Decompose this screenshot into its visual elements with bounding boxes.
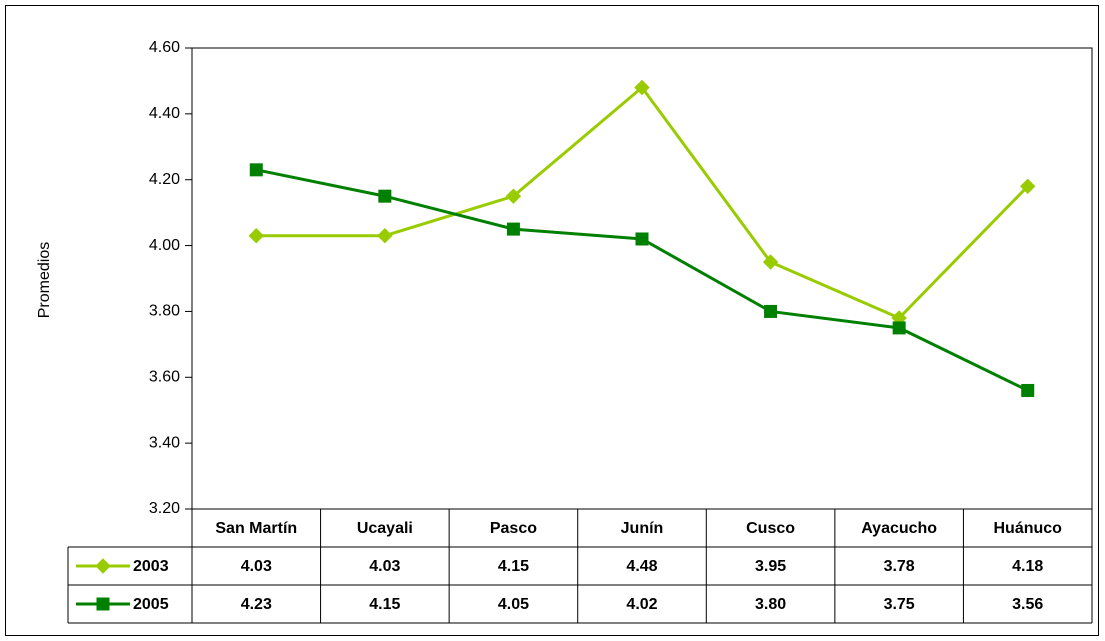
point	[377, 227, 393, 244]
point	[764, 304, 778, 318]
y-tick-label: 3.20	[149, 500, 180, 517]
chart-border	[5, 5, 1099, 636]
y-tick-label: 4.00	[149, 237, 180, 254]
table-value: 4.05	[498, 596, 529, 613]
x-tick-label: Ayacucho	[861, 520, 937, 537]
y-tick-label: 3.40	[149, 434, 180, 451]
point	[1021, 383, 1035, 397]
legend-marker	[95, 558, 111, 574]
point	[248, 227, 264, 244]
y-tick-label: 4.40	[149, 105, 180, 122]
line	[256, 85, 1029, 320]
table-value: 4.02	[626, 596, 657, 613]
table-value: 4.18	[1012, 558, 1043, 575]
table-value: 3.75	[884, 596, 915, 613]
table-value: 4.48	[626, 558, 657, 575]
point	[634, 79, 650, 96]
legend-label: 2003	[133, 558, 169, 575]
x-tick-label: Huánuco	[993, 520, 1062, 537]
point	[505, 188, 522, 204]
y-tick-label: 4.20	[149, 171, 180, 188]
point	[249, 163, 263, 177]
y-tick-label: 4.60	[149, 39, 180, 56]
table-value: 3.78	[884, 558, 915, 575]
table-value: 4.03	[369, 558, 400, 575]
table-value: 4.23	[241, 596, 272, 613]
y-tick-label: 3.60	[149, 369, 180, 386]
point	[892, 321, 906, 335]
table-value: 4.03	[241, 558, 272, 575]
x-tick-label: Ucayali	[357, 520, 413, 537]
point	[762, 254, 779, 270]
x-tick-label: San Martín	[215, 520, 297, 537]
table-value: 4.15	[498, 558, 529, 575]
table-value: 3.80	[755, 596, 786, 613]
point	[1020, 178, 1036, 195]
x-tick-label: Pasco	[490, 520, 537, 537]
point	[635, 232, 649, 246]
point	[506, 222, 520, 236]
line	[255, 168, 1029, 392]
table-value: 3.56	[1012, 596, 1043, 613]
plot-border	[191, 47, 1093, 510]
x-tick-label: Cusco	[746, 520, 795, 537]
legend-marker	[96, 597, 110, 611]
y-axis-label: Promedios	[36, 242, 53, 318]
table-value: 4.15	[369, 596, 400, 613]
y-tick-label: 3.80	[149, 303, 180, 320]
x-tick-label: Junín	[621, 520, 664, 537]
legend-label: 2005	[133, 596, 169, 613]
point	[378, 189, 392, 203]
table-value: 3.95	[755, 558, 786, 575]
